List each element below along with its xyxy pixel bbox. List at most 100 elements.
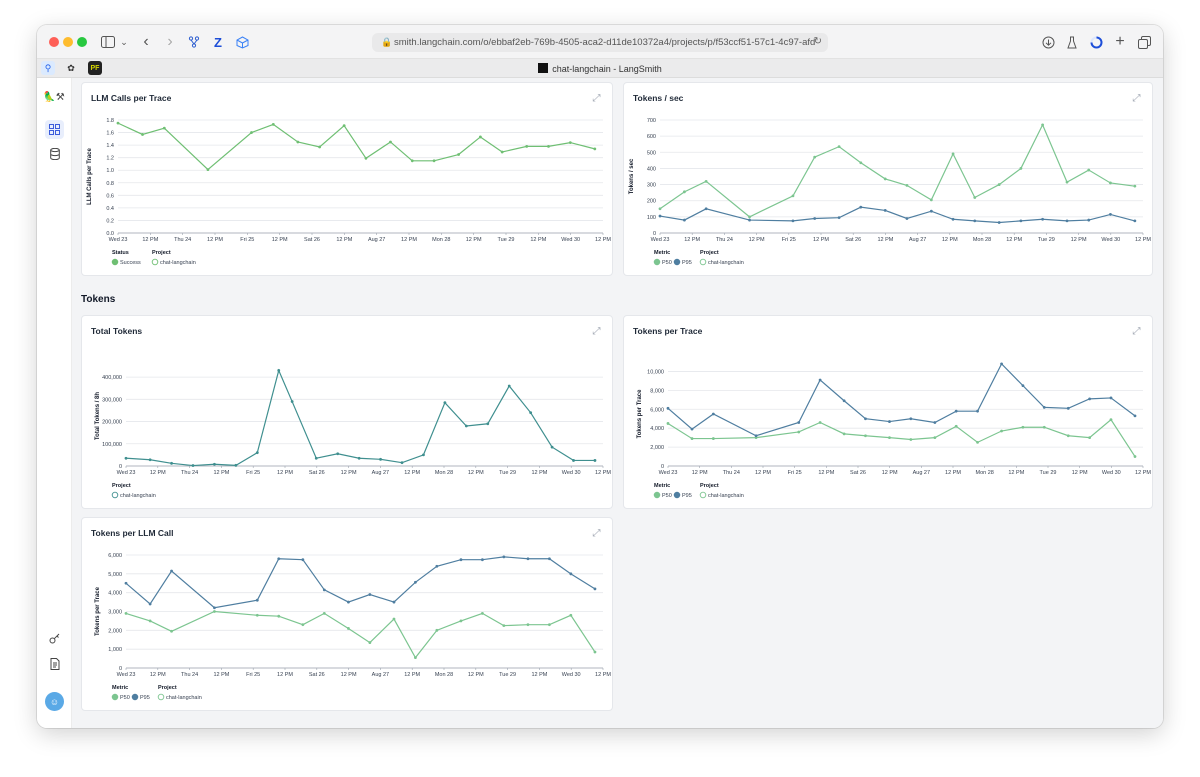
x-tick-label: 12 PM [684,237,700,243]
series-line-success [117,122,595,171]
data-point [905,217,909,220]
data-point [548,557,551,561]
data-point [690,427,694,431]
data-point [400,461,404,465]
lock-icon: 🔒 [381,37,393,47]
data-point [909,417,913,421]
data-point [568,141,572,144]
back-icon[interactable]: ‹ [143,33,149,50]
data-point [1133,184,1137,188]
y-tick-label: 0 [119,666,122,672]
legend-swatch [157,693,165,701]
reload-icon[interactable]: ↻ [813,36,822,47]
data-point [818,421,822,424]
data-point [347,600,350,604]
x-tick-label: 12 PM [1071,237,1087,243]
data-point [336,452,340,456]
openai-tab-icon[interactable]: ✿ [67,62,75,73]
x-tick-label: Mon 28 [975,470,993,476]
x-tick-label: Wed 23 [109,237,128,243]
data-point [124,456,128,460]
data-point [951,217,955,221]
key-icon[interactable] [45,629,64,648]
data-point [813,217,817,220]
data-point [883,209,887,212]
branch-icon[interactable] [185,33,203,51]
data-point [124,581,128,585]
data-point [704,207,708,211]
data-point [529,411,533,415]
data-point [459,619,463,623]
x-tick-label: 12 PM [1072,470,1088,476]
x-tick-label: Fri 25 [788,470,802,476]
sidebar-toggle-icon[interactable] [99,33,117,51]
x-tick-label: Wed 23 [117,672,136,678]
expand-icon[interactable]: ⤢ [592,528,601,539]
data-point [389,140,392,144]
x-tick-label: Mon 28 [435,470,453,476]
forward-icon[interactable]: › [167,33,173,50]
dashboard-icon[interactable] [45,120,64,139]
data-point [464,424,468,428]
search-tab-icon[interactable]: ⚲ [41,61,55,75]
x-tick-label: 12 PM [341,470,357,476]
legend-item-label: Success [120,260,141,266]
legend-item-label: chat-langchain [708,493,744,499]
expand-icon[interactable]: ⤢ [592,326,601,337]
data-point [478,135,482,139]
tokens-per-trace-chart: 0 2,000 4,000 6,000 8,000 10,000 Wed 23 12 PM Th… [637,362,1151,499]
expand-icon[interactable]: ⤢ [1132,326,1141,337]
pf-tab-icon[interactable]: PF [88,61,102,75]
x-tick-label: Wed 30 [1102,470,1121,476]
legend-heading: Project [112,483,131,489]
data-point [883,177,887,181]
loading-spinner-icon [1087,33,1105,51]
active-tab[interactable]: chat-langchain - LangSmith [37,63,1163,74]
x-tick-label: Wed 23 [117,470,136,476]
data-point [973,219,977,223]
legend-item-label: P95 [682,260,692,266]
x-tick-label: 12 PM [401,237,417,243]
tab-overview-icon[interactable] [1135,33,1153,51]
database-icon[interactable] [45,144,64,163]
y-axis-label: Tokens / sec [629,158,635,194]
tokens-per-sec-chart: 0 100 200 300 400 500 600 700 Wed 23 12 PM Thu 24 1… [629,118,1151,266]
legend-heading: Project [700,250,719,256]
legend-swatch [111,693,119,701]
data-point [255,598,259,602]
flask-icon[interactable] [1063,33,1081,51]
y-axis-label: LLM Calls per Trace [87,147,93,204]
z-extension-icon[interactable]: Z [214,34,222,50]
y-axis-label: Tokens per Trace [95,586,101,636]
x-tick-label: 12 PM [213,672,229,678]
address-bar[interactable]: 🔒 smith.langchain.com/o/ebbaf2eb-769b-45… [372,33,828,52]
data-point [481,558,484,562]
data-point [277,557,281,561]
data-point [547,144,550,148]
data-point [271,122,275,126]
expand-icon[interactable]: ⤢ [592,93,601,104]
chart-title: LLM Calls per Trace [91,93,172,103]
langsmith-logo-icon[interactable]: 🦜⚒ [43,92,65,103]
y-tick-label: 1.2 [106,156,114,162]
minimize-window-button[interactable] [63,37,73,47]
new-tab-icon[interactable]: + [1115,33,1125,50]
data-point [368,641,372,644]
close-window-button[interactable] [49,37,59,47]
document-icon[interactable] [45,654,64,673]
download-icon[interactable] [1039,33,1057,51]
maximize-window-button[interactable] [77,37,87,47]
expand-icon[interactable]: ⤢ [1132,93,1141,104]
legend-heading: Project [158,685,177,691]
x-tick-label: Aug 27 [372,672,389,678]
user-avatar[interactable]: ☺ [45,692,64,711]
data-point [486,422,490,426]
chart-card-llm-calls-per-trace: LLM Calls per Trace ⤢ 0.0 0.2 0.4 0.6 0.8 1.0… [81,82,613,276]
cube-icon[interactable] [233,33,251,51]
data-point [1021,384,1025,388]
chevron-down-icon[interactable]: ⌄ [120,36,128,47]
x-tick-label: 12 PM [755,470,771,476]
data-point [791,219,795,223]
data-point [859,205,863,209]
data-point [459,558,463,562]
